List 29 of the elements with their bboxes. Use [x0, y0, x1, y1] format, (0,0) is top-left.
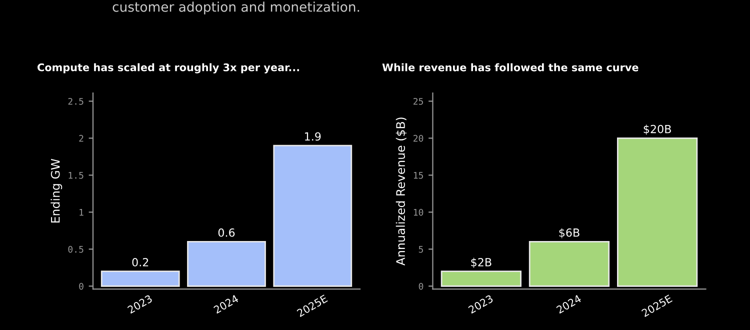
- y-axis-title: Annualized Revenue ($B): [396, 118, 407, 266]
- data-label: $2B: [471, 258, 492, 268]
- bar: [100, 270, 180, 287]
- bar: [528, 241, 610, 287]
- y-tick-label: 1: [80, 209, 84, 216]
- y-tick-label: 15: [414, 172, 423, 179]
- bar: [187, 241, 266, 287]
- y-tick-label: 0.5: [68, 246, 84, 253]
- y-tick-label: 0: [79, 282, 84, 290]
- chart-title: While revenue has followed the same curve: [382, 63, 638, 72]
- data-label: $20B: [644, 124, 671, 135]
- chart-title: Compute has scaled at roughly 3x per year...: [38, 63, 300, 74]
- text: customer adoption and monetization.: [112, 2, 360, 14]
- bar: [616, 137, 698, 287]
- y-tick-label: 2.5: [68, 98, 84, 105]
- y-tick-label: 0: [418, 282, 424, 290]
- data-label: 0.6: [218, 228, 235, 237]
- bar: [273, 144, 352, 287]
- data-label: $6B: [559, 228, 580, 238]
- y-tick-label: 25: [414, 98, 423, 105]
- y-tick-label: 10: [414, 208, 424, 216]
- y-tick-label: 5: [418, 246, 423, 253]
- data-label: 1.9: [305, 132, 321, 141]
- y-axis-title: Ending GW: [50, 158, 62, 223]
- y-tick-label: 1.5: [68, 172, 84, 179]
- bar: [440, 270, 522, 287]
- data-label: 0.2: [132, 258, 148, 266]
- y-tick-label: 2: [79, 134, 84, 142]
- y-tick-label: 20: [414, 134, 424, 142]
